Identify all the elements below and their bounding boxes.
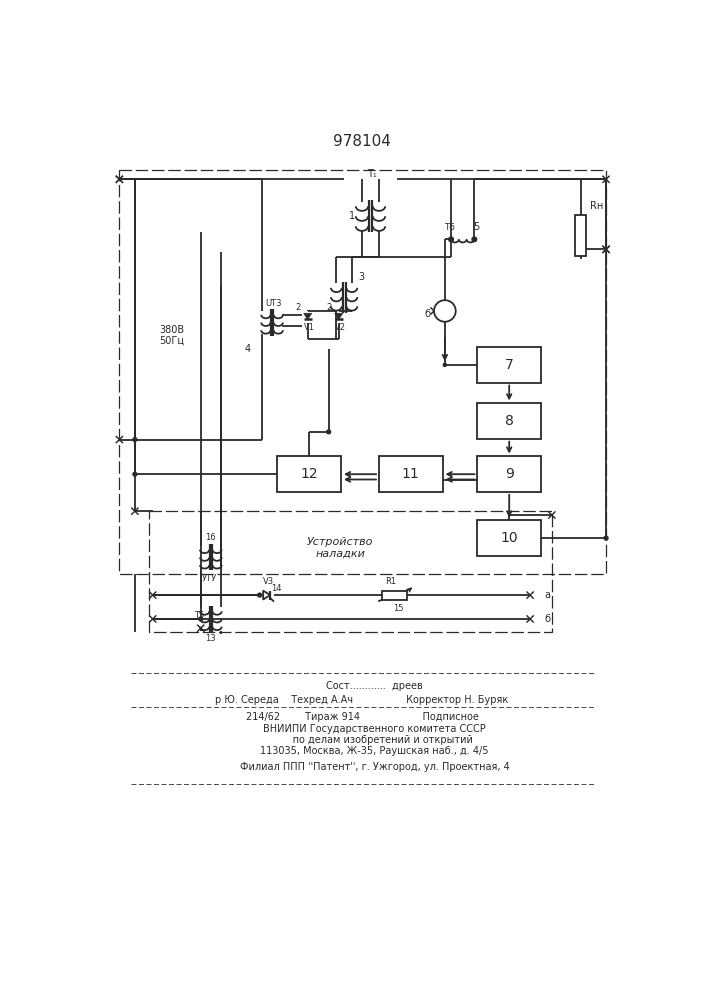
Bar (477, 347, 541, 383)
Text: 113035, Москва, Ж-35, Раушская наб., д. 4/5: 113035, Москва, Ж-35, Раушская наб., д. … (235, 746, 489, 756)
Text: 16: 16 (206, 533, 216, 542)
Circle shape (434, 300, 456, 322)
Text: 50Гц: 50Гц (160, 336, 185, 346)
Bar (379, 456, 443, 492)
Text: 14: 14 (271, 584, 281, 593)
Bar (575, 215, 586, 256)
Text: р Ю. Середа    Техред А.Ач                 Корректор Н. Буряк: р Ю. Середа Техред А.Ач Корректор Н. Бур… (216, 695, 508, 705)
Circle shape (443, 363, 446, 366)
Text: Rн: Rн (590, 201, 603, 211)
Bar (277, 456, 341, 492)
Circle shape (133, 472, 137, 476)
Text: 214/62        Тираж 914                    Подписное: 214/62 Тираж 914 Подписное (245, 712, 479, 722)
Text: UТ3: UТ3 (265, 299, 282, 308)
Text: 10: 10 (501, 531, 518, 545)
Text: V2: V2 (334, 323, 346, 332)
Text: 1: 1 (349, 211, 355, 221)
Text: УТУ: УТУ (201, 574, 217, 583)
Text: а: а (544, 590, 550, 600)
Text: 8: 8 (505, 414, 514, 428)
Circle shape (604, 536, 608, 540)
Text: Филиал ППП ''Патент'', г. Ужгород, ул. Проектная, 4: Филиал ППП ''Патент'', г. Ужгород, ул. П… (215, 762, 509, 772)
Text: 15: 15 (393, 604, 404, 613)
Bar (477, 403, 541, 439)
Text: 12: 12 (300, 467, 318, 481)
Text: Тб: Тб (444, 223, 455, 232)
Text: наладки: наладки (315, 549, 366, 559)
Text: б: б (425, 309, 431, 319)
Polygon shape (263, 591, 270, 600)
Text: 978104: 978104 (333, 134, 391, 149)
Circle shape (258, 593, 262, 597)
Bar (477, 456, 541, 492)
Circle shape (472, 237, 477, 242)
Circle shape (199, 617, 203, 621)
Text: R1: R1 (385, 577, 396, 586)
Bar (149, 511, 552, 632)
Text: Сост............  дреев: Сост............ дреев (301, 681, 423, 691)
Text: V1: V1 (304, 323, 315, 332)
Polygon shape (304, 313, 312, 319)
Circle shape (449, 237, 453, 242)
Text: 3: 3 (358, 272, 364, 282)
Text: Т5: Т5 (194, 611, 204, 620)
Text: 13: 13 (206, 634, 216, 643)
Text: 7: 7 (505, 358, 513, 372)
Text: A: A (442, 306, 448, 316)
Text: V3: V3 (262, 577, 274, 586)
Text: 2: 2 (296, 303, 301, 312)
Text: 4: 4 (244, 344, 250, 354)
Text: 380В: 380В (160, 325, 185, 335)
Text: 2: 2 (327, 303, 332, 312)
Circle shape (327, 430, 331, 434)
Text: T₁: T₁ (367, 169, 377, 179)
Bar (382, 591, 407, 600)
Text: б: б (544, 614, 550, 624)
Text: ВНИИПИ Государственного комитета СССР: ВНИИПИ Государственного комитета СССР (238, 724, 486, 734)
Text: 9: 9 (505, 467, 514, 481)
Polygon shape (334, 313, 343, 319)
Text: по делам изобретений и открытий: по делам изобретений и открытий (252, 735, 472, 745)
Text: 11: 11 (402, 467, 420, 481)
Text: 5: 5 (473, 222, 479, 232)
Text: Устройство: Устройство (307, 537, 373, 547)
Bar (119, 170, 606, 574)
Circle shape (133, 438, 137, 441)
Bar (477, 520, 541, 556)
